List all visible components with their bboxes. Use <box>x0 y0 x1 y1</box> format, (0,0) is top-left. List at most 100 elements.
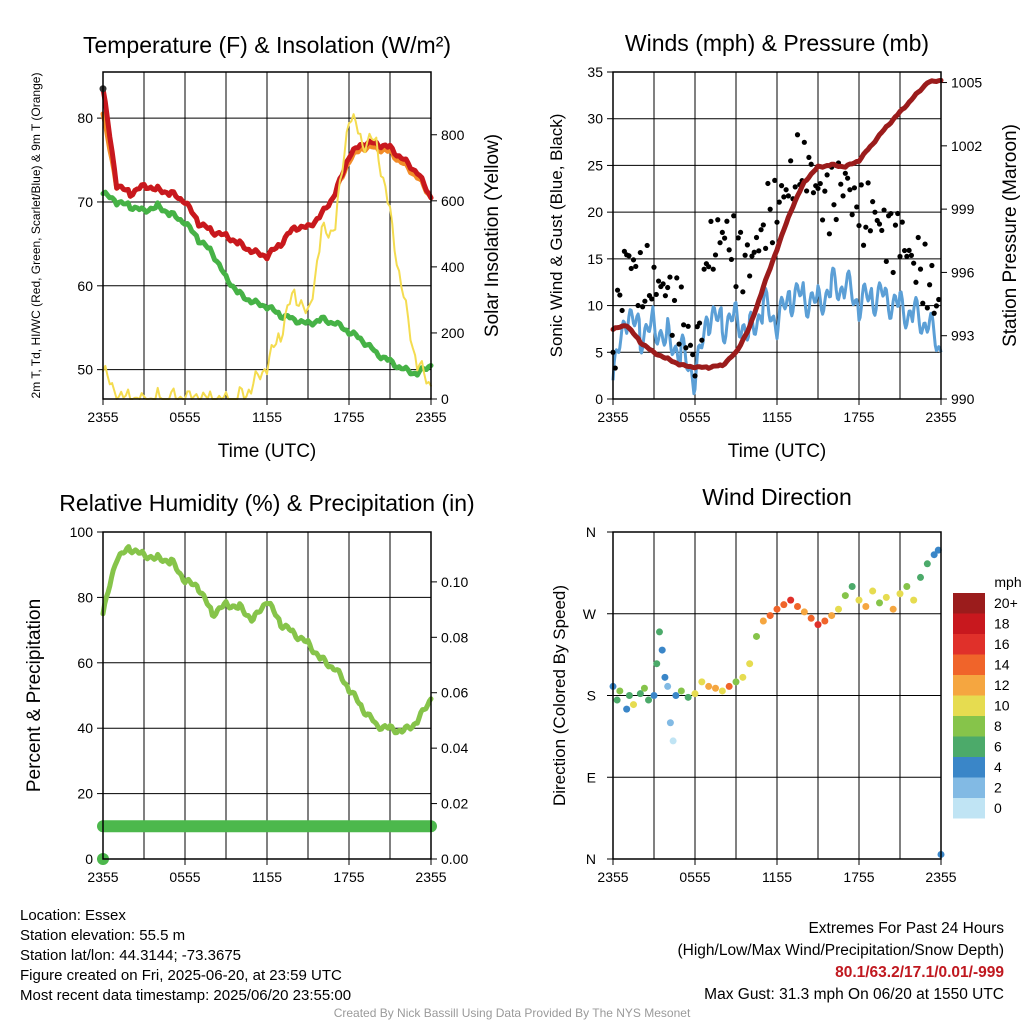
gust-point <box>617 292 623 298</box>
legend-label: 10 <box>994 698 1010 714</box>
x-axis-label: Time (UTC) <box>728 441 827 462</box>
direction-point <box>896 590 904 598</box>
direction-point <box>658 646 666 654</box>
legend-swatch <box>953 736 985 757</box>
gust-point <box>642 298 648 304</box>
max-gust: Max Gust: 31.3 mph On 06/20 at 1550 UTC <box>704 986 1004 1003</box>
direction-point <box>650 692 658 699</box>
gust-point <box>833 216 839 223</box>
gust-point <box>901 247 908 254</box>
plot-frame <box>612 531 942 860</box>
x-tick-label: 2355 <box>597 869 628 885</box>
credit-line: Created By Nick Bassill Using Data Provi… <box>333 1006 691 1020</box>
direction-point <box>828 612 836 620</box>
y-tick-label: 80 <box>77 110 93 126</box>
y-tick-label: 40 <box>77 720 93 736</box>
gust-point <box>908 252 914 258</box>
direction-point <box>669 737 677 745</box>
series-line-wind <box>611 266 943 396</box>
direction-point <box>616 687 624 695</box>
gust-point <box>722 235 728 241</box>
direction-point <box>705 682 713 690</box>
gust-point <box>710 266 716 272</box>
gust-point <box>637 249 643 256</box>
gust-point <box>801 139 807 145</box>
gust-point <box>662 293 668 299</box>
direction-point <box>691 690 699 698</box>
y-tick-label: N <box>586 524 596 540</box>
direction-point <box>869 587 877 595</box>
gust-point <box>696 320 703 326</box>
gust-point <box>881 207 887 213</box>
legend-swatch <box>953 716 985 737</box>
y-tick-label: 50 <box>77 362 93 378</box>
series-line-1 <box>100 189 434 378</box>
direction-point <box>653 660 661 668</box>
x-tick-label: 1755 <box>843 409 874 425</box>
y-tick-label: 35 <box>587 64 603 80</box>
gust-point <box>699 337 705 343</box>
x-tick-label: 0555 <box>679 869 710 885</box>
gust-point <box>794 132 801 138</box>
gust-point <box>671 297 678 304</box>
extremes-info: Extremes For Past 24 Hours (High/Low/Max… <box>678 918 1005 1006</box>
series-line-4 <box>102 113 432 400</box>
station-info: Location: Essex Station elevation: 55.5 … <box>20 906 351 1006</box>
y2-tick-label: 0.00 <box>441 851 468 867</box>
gust-point <box>701 266 707 272</box>
gust-point <box>626 253 632 259</box>
gust-point <box>687 342 694 348</box>
gust-point <box>895 210 901 217</box>
gust-point <box>929 262 935 269</box>
legend-label: 0 <box>994 800 1002 816</box>
y2-tick-label: 0 <box>441 391 449 407</box>
direction-point <box>794 602 801 610</box>
gust-point <box>872 209 878 215</box>
direction-point <box>807 614 815 622</box>
gust-point <box>892 222 899 228</box>
direction-point <box>672 692 680 699</box>
y-tick-label: S <box>587 688 596 704</box>
y2-tick-label: 800 <box>441 127 465 143</box>
gust-point <box>635 302 641 309</box>
y2-tick-label: 400 <box>441 259 465 275</box>
direction-point <box>835 605 842 613</box>
gust-point <box>778 183 785 189</box>
gust-point <box>614 287 621 293</box>
y-tick-label: 80 <box>77 589 93 605</box>
gust-point <box>758 227 764 233</box>
gust-point <box>633 263 639 270</box>
y-axis-label: Sonic Wind & Gust (Blue, Black) <box>547 114 566 358</box>
direction-point <box>780 601 788 609</box>
gust-point <box>815 185 821 192</box>
direction-point <box>684 693 692 701</box>
x-axis-label: Time (UTC) <box>218 441 317 462</box>
x-tick-label: 0555 <box>169 869 200 885</box>
gust-point <box>927 282 933 288</box>
extremes-subtitle: (High/Low/Max Wind/Precipitation/Snow De… <box>677 942 1005 959</box>
gust-point <box>788 158 794 164</box>
y2-tick-label: 200 <box>441 325 465 341</box>
station-latlon: Station lat/lon: 44.3144; -73.3675 <box>20 947 242 964</box>
gust-point <box>726 247 732 253</box>
gust-point <box>649 296 655 302</box>
gust-point <box>826 231 832 237</box>
y-tick-label: 20 <box>587 204 603 220</box>
legend-swatch <box>953 654 985 675</box>
station-elevation: Station elevation: 55.5 m <box>20 927 186 944</box>
direction-point <box>917 573 924 581</box>
direction-point <box>800 608 808 616</box>
chart-panel-1: 2355 0555 1155 1755 235550607080020040060080… <box>29 32 503 462</box>
legend-swatch <box>953 777 985 798</box>
legend-swatch <box>953 634 985 655</box>
gust-point <box>911 260 917 266</box>
gust-point <box>740 289 746 295</box>
y2-tick-label: 999 <box>951 201 975 217</box>
gust-point <box>870 199 876 205</box>
y-axis-label: Percent & Precipitation <box>24 599 45 792</box>
gust-point <box>747 273 753 279</box>
direction-point <box>814 621 822 629</box>
legend-label: 16 <box>994 636 1010 652</box>
chart-title: Wind Direction <box>702 484 852 510</box>
gust-point <box>915 234 921 241</box>
